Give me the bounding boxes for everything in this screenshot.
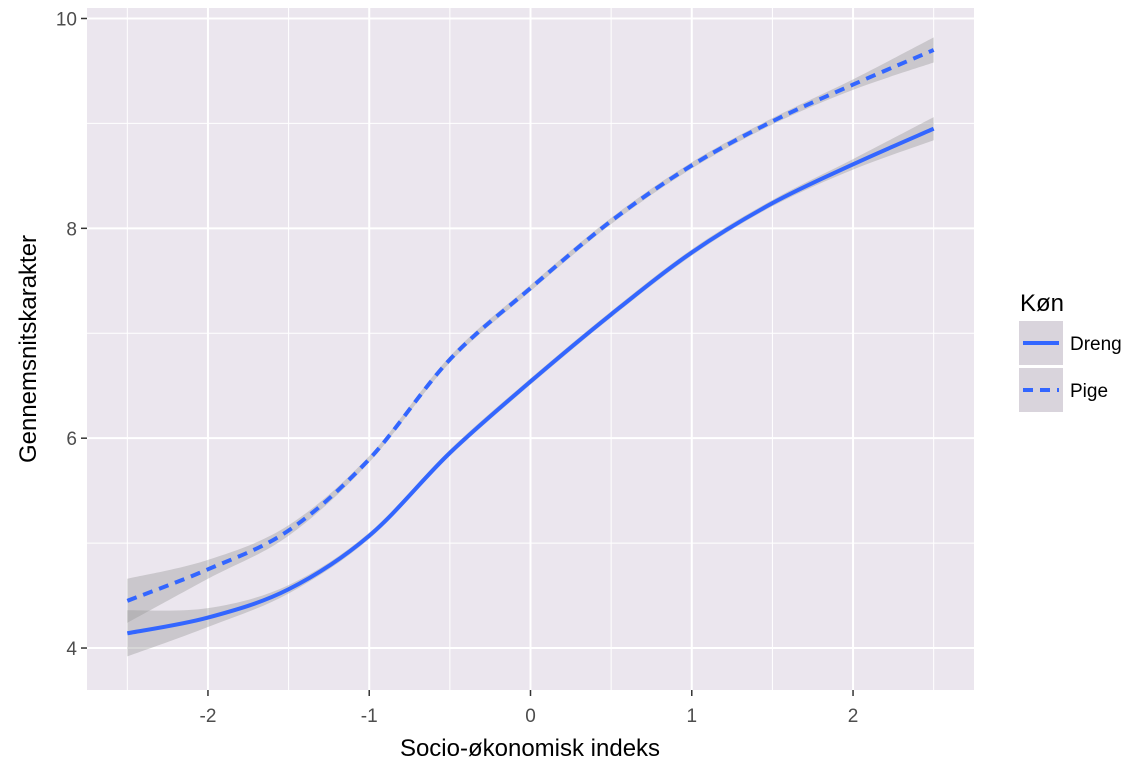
x-tick-label: 2 [848,706,859,727]
line-pige [126,48,935,603]
line-dreng [126,126,935,636]
ribbon-pige [127,37,934,623]
legend-label-pige: Pige [1070,381,1108,402]
x-tick-label: -1 [361,706,378,727]
y-tick-label: 8 [66,219,77,240]
series-lines [126,48,935,636]
y-tick-label: 4 [66,639,77,660]
x-axis: -2 -1 0 1 2 [200,690,859,727]
x-tick-label: -2 [200,706,217,727]
y-axis: 4 6 8 10 [56,9,87,660]
grid-major [87,8,974,690]
x-axis-title: Socio-økonomisk indeks [400,735,660,760]
legend-title: Køn [1020,290,1064,317]
x-tick-label: 1 [686,706,697,727]
y-axis-title: Gennemsnitskarakter [15,235,42,463]
x-tick-label: 0 [525,706,536,727]
legend-item-pige: Pige [1019,368,1108,412]
legend: Køn Dreng Pige [1019,290,1122,412]
y-tick-label: 10 [56,9,77,30]
y-tick-label: 6 [66,429,77,450]
confidence-ribbons [127,37,934,657]
legend-item-dreng: Dreng [1019,321,1122,365]
legend-label-dreng: Dreng [1070,334,1122,355]
